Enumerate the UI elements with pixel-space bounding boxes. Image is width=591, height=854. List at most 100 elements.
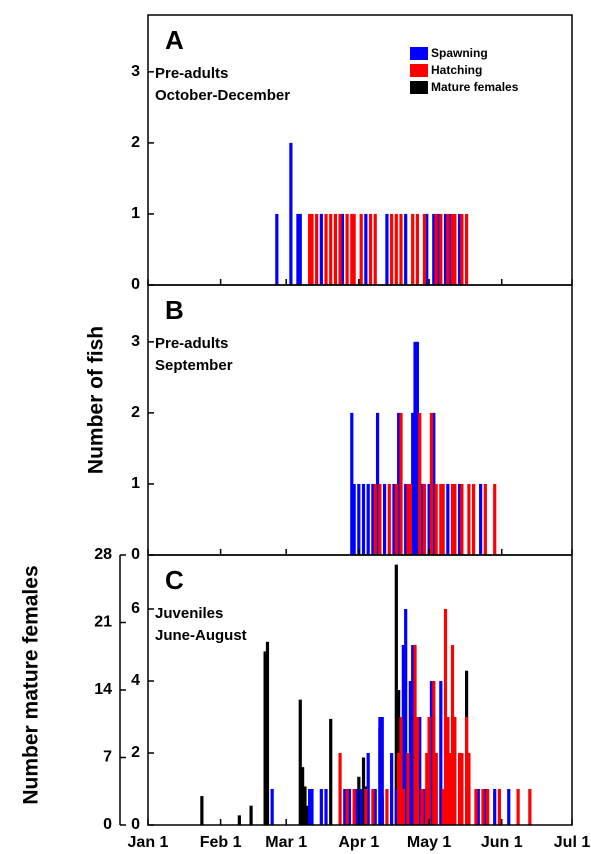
bar [507,789,511,825]
bar [338,213,342,285]
bar [460,753,464,825]
bar [359,213,363,285]
bar [411,412,415,555]
annotation: June-August [155,627,247,644]
legend-label: Mature females [431,80,519,94]
bar [394,564,398,825]
bar [411,645,415,825]
bar [352,483,356,555]
bar [467,483,471,555]
panel-label: C [165,565,184,595]
bar [406,483,410,555]
bar [446,483,450,555]
bar [387,483,391,555]
bar [378,717,382,825]
bar [411,213,415,285]
bar [453,483,457,555]
bar [357,483,361,555]
bar [441,483,445,555]
bar [324,213,328,285]
bar [394,483,398,555]
bar [352,789,356,825]
bar [404,609,408,825]
bar [394,789,398,825]
bar [373,789,377,825]
y-tick-label: 0 [131,546,140,563]
bar [450,483,455,555]
bar [453,213,457,285]
bar [415,717,419,825]
bar [397,753,401,825]
bar [472,483,476,555]
bar [378,483,382,555]
plot-frame [147,554,573,826]
y2-tick-label: 28 [94,546,112,563]
bar [200,796,204,825]
bar [399,717,403,825]
annotation: Juveniles [155,605,223,622]
bar [399,213,403,285]
bar [467,753,471,825]
bar [439,213,443,285]
legend-label: Spawning [431,46,488,60]
bar [425,753,429,825]
bar [450,645,455,825]
bar [373,213,377,285]
bar [464,717,469,825]
bar [394,213,398,285]
y-tick-label: 3 [131,63,140,80]
bar [270,789,274,825]
y-tick-label: 0 [131,276,140,293]
bar [457,753,462,825]
bar [350,213,354,285]
y-tick-label: 1 [131,205,140,222]
x-tick-label: Mar 1 [265,834,307,851]
bar [415,341,419,555]
x-tick-label: May 1 [407,834,452,851]
bar [418,412,422,555]
bar [481,789,485,825]
bar [329,213,333,285]
bar [366,753,370,825]
bar [319,789,323,825]
bar [310,789,314,825]
bar [343,789,347,825]
bar [359,789,363,825]
bar [333,213,338,285]
bar [493,483,497,555]
bar [448,753,452,825]
bar [516,789,520,825]
bar [448,213,452,285]
bar [380,717,384,825]
bar [392,483,396,555]
bar [404,483,408,555]
bar [382,483,387,555]
annotation: Pre-adults [155,335,228,352]
annotation: October-December [155,87,290,104]
bar [308,213,312,285]
bar [385,789,389,825]
bar [404,213,408,285]
bar [479,483,483,555]
x-tick-label: Jan 1 [128,834,169,851]
annotation: September [155,357,233,374]
bar [345,213,349,285]
bar [263,651,267,825]
bar [476,789,480,825]
bar [422,789,427,825]
legend-label: Hatching [431,63,482,77]
y-tick-label: 2 [131,404,140,421]
y-tick-label: 1 [131,475,140,492]
bar [422,213,427,285]
bar [413,645,417,825]
bar [364,213,368,285]
bar [375,412,380,555]
bar [364,789,368,825]
y2-tick-label: 14 [94,681,112,698]
y-tick-label: 4 [131,672,140,689]
bar [441,789,445,825]
bar [446,213,450,285]
annotation: Pre-adults [155,65,228,82]
y2-tick-label: 0 [103,816,112,833]
y-axis-label: Number of fish [85,326,108,474]
